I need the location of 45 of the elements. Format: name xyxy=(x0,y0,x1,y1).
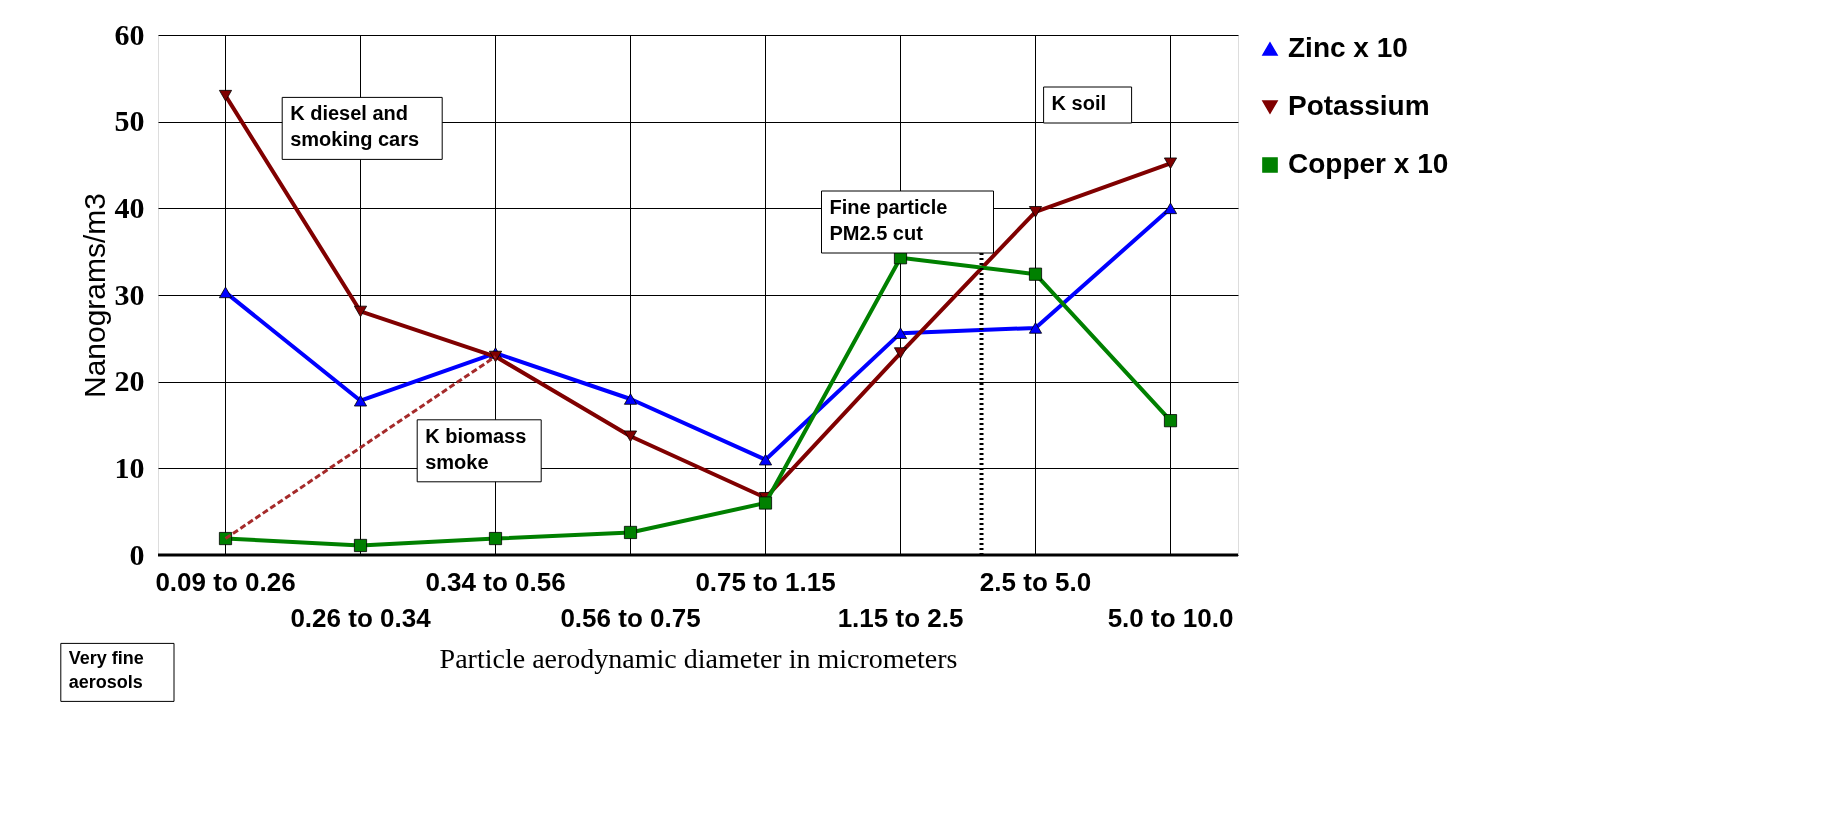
point xyxy=(488,532,503,546)
point xyxy=(218,286,233,299)
x-tick-label: 5.0 to 10.0 xyxy=(1107,602,1234,633)
point xyxy=(758,496,773,510)
x-axis-title: Particle aerodynamic diameter in micrometers xyxy=(439,642,958,674)
x-tick-label: 0.26 to 0.34 xyxy=(290,602,432,633)
x-tick-label: 0.56 to 0.75 xyxy=(560,602,701,633)
point xyxy=(623,525,638,539)
point xyxy=(1028,322,1043,334)
y-tick-label: 10 xyxy=(114,450,145,484)
point xyxy=(1028,206,1043,218)
point xyxy=(218,89,233,102)
y-axis-title: Nanograms/m3 xyxy=(77,192,111,399)
annotation: K diesel and smoking cars xyxy=(290,102,420,151)
point xyxy=(623,393,638,405)
point xyxy=(488,350,503,363)
y-tick-label: 50 xyxy=(114,104,145,138)
text: Very fine aerosols xyxy=(68,648,144,693)
point xyxy=(1163,414,1178,428)
legend-label: Copper x 10 xyxy=(1288,148,1449,179)
point xyxy=(758,453,773,466)
point xyxy=(1163,202,1178,215)
point xyxy=(1028,267,1043,281)
point xyxy=(353,538,368,552)
legend-label: Potassium xyxy=(1288,90,1430,121)
x-tick-label: 0.75 to 1.15 xyxy=(695,566,836,597)
point xyxy=(893,327,908,339)
point xyxy=(353,305,368,318)
y-tick-label: 30 xyxy=(114,277,145,311)
x-tick-label: 0.09 to 0.26 xyxy=(155,566,296,597)
y-tick-label: 40 xyxy=(114,190,145,224)
x-tick-label: 0.34 to 0.56 xyxy=(425,566,566,597)
point xyxy=(353,395,368,407)
y-tick-label: 60 xyxy=(114,17,145,51)
annotation: K biomass smoke xyxy=(425,424,527,473)
x-tick-label: 2.5 to 5.0 xyxy=(979,566,1092,597)
ref-line-label: Fine particle PM2.5 cut xyxy=(829,196,948,244)
point xyxy=(893,347,908,359)
legend-label: Zinc x 10 xyxy=(1288,32,1408,63)
annotation: K soil xyxy=(1051,92,1107,114)
point xyxy=(1163,157,1178,169)
y-tick-label: 0 xyxy=(129,537,145,571)
y-tick-label: 20 xyxy=(114,364,145,398)
point xyxy=(623,430,638,442)
x-tick-label: 1.15 to 2.5 xyxy=(837,602,964,633)
